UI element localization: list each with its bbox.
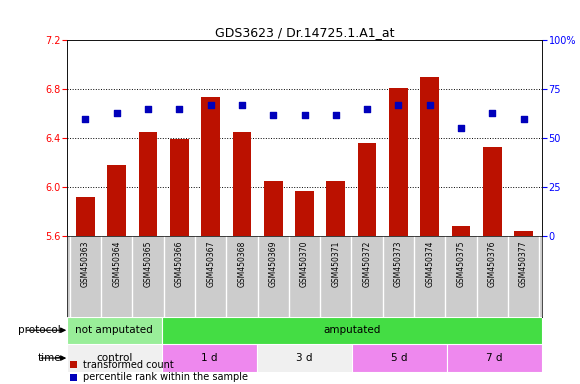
Text: transformed count: transformed count — [83, 360, 173, 370]
Text: GSM450375: GSM450375 — [456, 240, 465, 287]
Text: GSM450366: GSM450366 — [175, 240, 184, 287]
Bar — [162, 344, 257, 372]
Text: 5 d: 5 d — [392, 353, 408, 363]
Point — [362, 106, 372, 112]
Bar — [295, 191, 314, 236]
Text: percentile rank within the sample: percentile rank within the sample — [83, 372, 248, 382]
Point — [175, 106, 184, 112]
Point — [519, 116, 528, 122]
Point — [269, 112, 278, 118]
Point — [206, 102, 215, 108]
Text: GSM450363: GSM450363 — [81, 240, 90, 287]
Text: time: time — [37, 353, 61, 363]
Text: protocol: protocol — [18, 325, 61, 335]
Bar — [483, 147, 502, 236]
Bar — [107, 165, 126, 236]
Bar — [389, 88, 408, 236]
Text: control: control — [96, 353, 132, 363]
Text: not amputated: not amputated — [75, 325, 153, 335]
Point — [394, 102, 403, 108]
Point — [143, 106, 153, 112]
Bar — [170, 139, 188, 236]
Point — [456, 125, 466, 131]
Bar — [76, 197, 95, 236]
Text: GSM450367: GSM450367 — [206, 240, 215, 287]
Text: 7 d: 7 d — [487, 353, 503, 363]
Point — [112, 110, 121, 116]
Bar — [67, 317, 162, 344]
Bar — [447, 344, 542, 372]
Point — [488, 110, 497, 116]
Point — [331, 112, 340, 118]
Point — [81, 116, 90, 122]
Bar — [139, 132, 157, 236]
Text: GSM450374: GSM450374 — [425, 240, 434, 287]
Bar — [233, 132, 251, 236]
Bar — [352, 344, 447, 372]
Text: amputated: amputated — [324, 325, 380, 335]
Title: GDS3623 / Dr.14725.1.A1_at: GDS3623 / Dr.14725.1.A1_at — [215, 26, 394, 39]
Bar — [452, 226, 470, 236]
Text: GSM450372: GSM450372 — [362, 240, 372, 286]
Text: GSM450377: GSM450377 — [519, 240, 528, 287]
Bar — [201, 97, 220, 236]
Bar — [514, 231, 533, 236]
Point — [425, 102, 434, 108]
Bar — [327, 181, 345, 236]
Point — [237, 102, 246, 108]
Bar — [264, 181, 282, 236]
Bar — [162, 317, 542, 344]
Text: GSM450371: GSM450371 — [331, 240, 340, 286]
Text: GSM450365: GSM450365 — [144, 240, 153, 287]
Bar — [420, 77, 439, 236]
Bar — [257, 344, 352, 372]
Bar — [70, 361, 77, 368]
Point — [300, 112, 309, 118]
Bar — [70, 374, 77, 381]
Text: 3 d: 3 d — [296, 353, 313, 363]
Bar — [67, 344, 162, 372]
Bar — [358, 143, 376, 236]
Text: GSM450368: GSM450368 — [237, 240, 246, 286]
Text: GSM450369: GSM450369 — [269, 240, 278, 287]
Text: GSM450370: GSM450370 — [300, 240, 309, 287]
Text: GSM450376: GSM450376 — [488, 240, 496, 287]
Text: 1 d: 1 d — [201, 353, 218, 363]
Text: GSM450373: GSM450373 — [394, 240, 403, 287]
Text: GSM450364: GSM450364 — [113, 240, 121, 287]
